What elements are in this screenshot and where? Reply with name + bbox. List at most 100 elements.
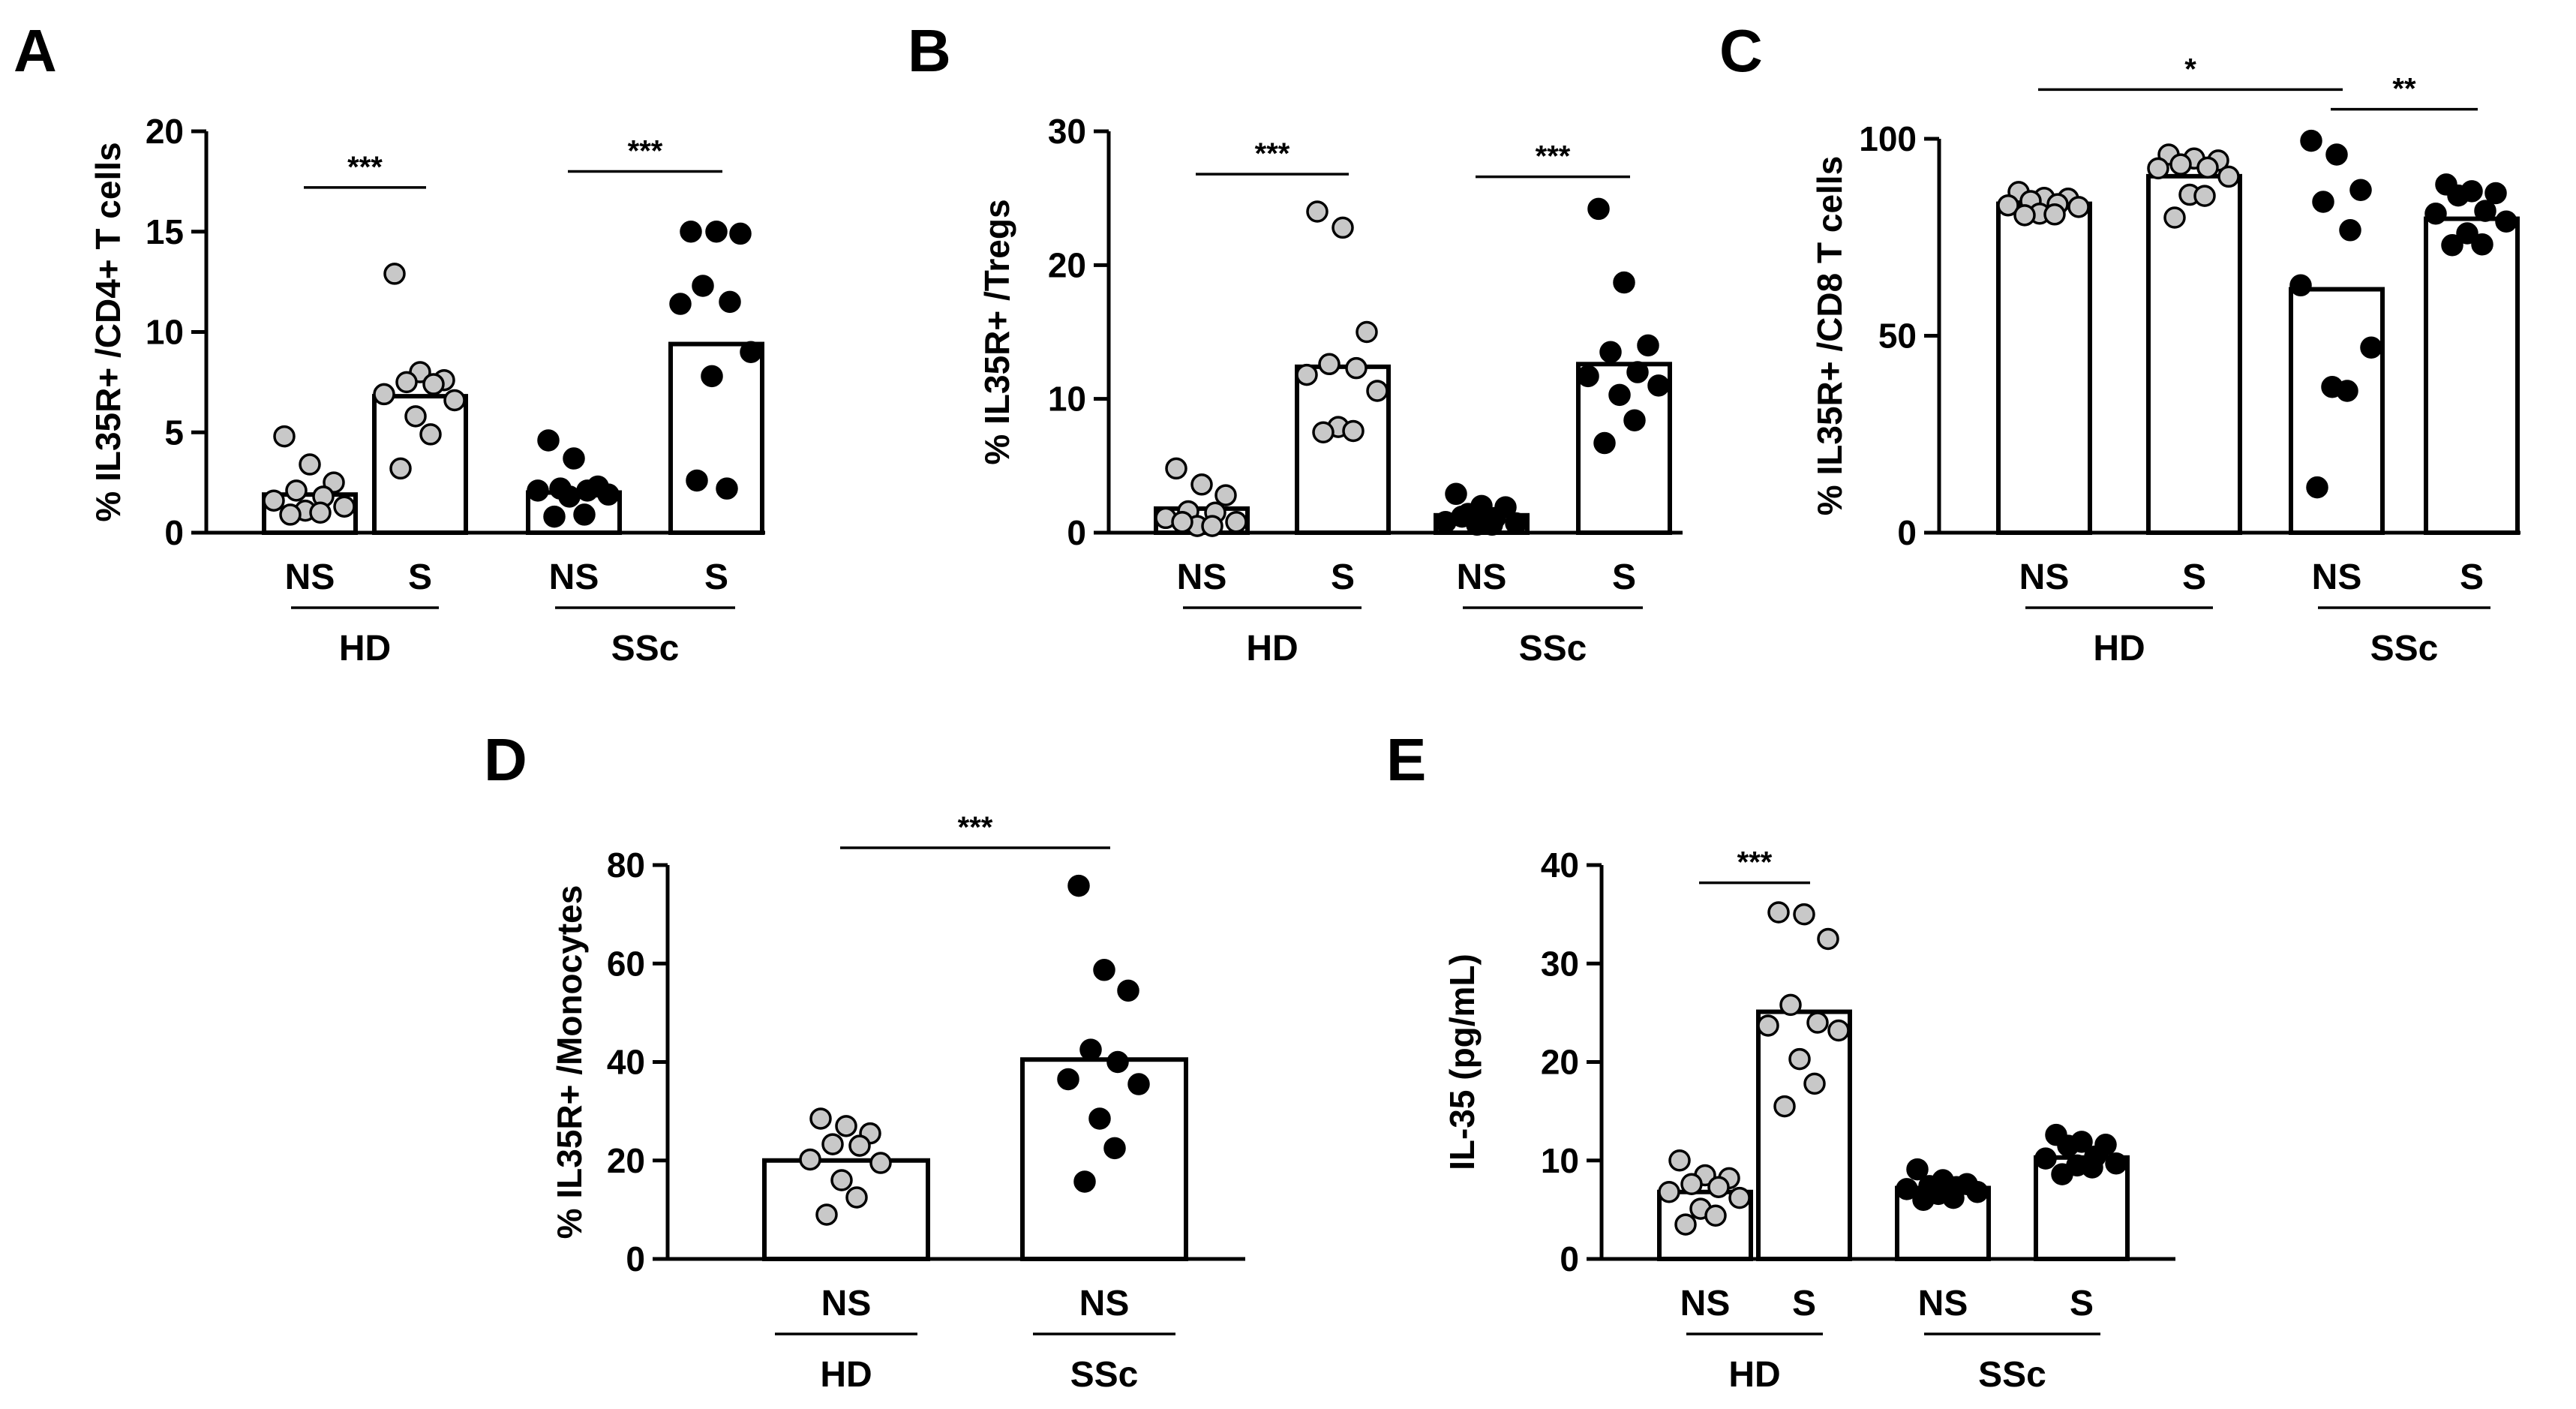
y-tick-label: 10 xyxy=(1541,1141,1579,1180)
data-point xyxy=(2300,129,2322,152)
x-tick-label: S xyxy=(1331,557,1355,597)
x-tick-label: S xyxy=(2070,1284,2094,1323)
group-label: HD xyxy=(1246,629,1298,668)
y-tick-label: 50 xyxy=(1878,317,1917,356)
x-tick-label: S xyxy=(2460,557,2484,597)
group-label: HD xyxy=(339,629,391,668)
data-point xyxy=(1505,512,1527,535)
data-point xyxy=(1067,874,1090,897)
data-point xyxy=(2196,156,2219,179)
data-point xyxy=(419,423,442,446)
data-point xyxy=(692,275,714,297)
x-tick-label: S xyxy=(1612,557,1636,597)
y-tick-label: 30 xyxy=(1541,944,1579,983)
data-point xyxy=(1296,363,1318,386)
data-point xyxy=(1827,1019,1850,1042)
data-point xyxy=(597,483,620,506)
data-point xyxy=(848,1134,871,1157)
group-label: SSc xyxy=(1519,629,1587,668)
data-point xyxy=(1896,1178,1918,1200)
data-point xyxy=(821,1133,844,1155)
data-point xyxy=(333,495,356,518)
data-point xyxy=(809,1107,832,1130)
data-point xyxy=(2289,274,2312,297)
x-tick-label: NS xyxy=(2019,557,2070,597)
data-point xyxy=(740,341,762,363)
x-tick-label: NS xyxy=(1918,1284,1968,1323)
data-point xyxy=(1201,515,1223,537)
y-tick-label: 20 xyxy=(1048,245,1086,284)
x-tick-label: S xyxy=(2182,557,2206,597)
data-point xyxy=(1906,1158,1929,1181)
x-tick-label: NS xyxy=(1079,1284,1130,1323)
x-tick-label: S xyxy=(1792,1284,1816,1323)
data-point xyxy=(705,221,728,243)
panel-letter: B xyxy=(908,17,951,84)
x-tick-label: NS xyxy=(549,557,599,597)
x-tick-label: NS xyxy=(2312,557,2362,597)
data-point xyxy=(2349,179,2372,201)
data-point xyxy=(1668,1149,1691,1172)
data-point xyxy=(1997,194,2019,217)
data-point xyxy=(383,263,406,285)
data-point xyxy=(279,503,302,526)
data-point xyxy=(1106,1050,1129,1074)
data-point xyxy=(537,429,560,452)
y-tick-label: 40 xyxy=(607,1043,645,1082)
data-point xyxy=(1342,419,1365,443)
y-tick-label: 30 xyxy=(1048,112,1086,151)
data-point xyxy=(576,479,599,502)
data-point xyxy=(2105,1152,2127,1175)
data-point xyxy=(1788,1047,1811,1071)
data-point xyxy=(719,290,741,314)
x-tick-label: NS xyxy=(1680,1284,1731,1323)
x-tick-label: S xyxy=(704,557,728,597)
y-tick-label: 40 xyxy=(1541,846,1579,885)
x-tick-label: NS xyxy=(285,557,335,597)
data-point xyxy=(669,293,692,315)
y-tick-label: 15 xyxy=(146,212,184,251)
data-point xyxy=(1803,1072,1826,1095)
significance-label: ** xyxy=(2392,73,2416,106)
data-point xyxy=(2081,1156,2103,1179)
data-point xyxy=(1587,197,1610,221)
data-point xyxy=(799,1148,821,1171)
data-point xyxy=(680,221,702,243)
y-tick-label: 10 xyxy=(1048,380,1086,419)
y-tick-label: 20 xyxy=(146,112,184,151)
significance-label: *** xyxy=(1536,140,1571,173)
bar-ssc-s xyxy=(2424,216,2520,535)
x-tick-label: NS xyxy=(1457,557,1507,597)
y-tick-label: 10 xyxy=(146,313,184,352)
data-point xyxy=(815,1203,838,1226)
data-point xyxy=(1912,1188,1935,1211)
data-point xyxy=(2034,1147,2057,1170)
data-point xyxy=(1817,927,1839,951)
y-axis-label: % IL35R+ /CD4+ T cells xyxy=(89,142,128,521)
panel-D: D 0 20 40 60 80 % IL35R+ /Monocytes NS NS HD SSc **… xyxy=(484,726,1245,1395)
significance-label: *** xyxy=(1255,137,1290,170)
data-point xyxy=(1626,361,1649,383)
data-point xyxy=(1356,320,1378,344)
y-axis-label: % IL35R+ /Tregs xyxy=(977,199,1016,464)
data-point xyxy=(1680,1173,1703,1195)
data-point xyxy=(1057,1068,1079,1091)
data-point xyxy=(443,389,466,412)
panel-letter: C xyxy=(1719,17,1763,84)
data-point xyxy=(573,503,596,526)
data-point xyxy=(1481,513,1503,536)
data-point xyxy=(1728,1186,1751,1209)
data-point xyxy=(1332,216,1354,239)
data-point xyxy=(1165,457,1187,480)
data-point xyxy=(2312,191,2334,213)
y-tick-label: 20 xyxy=(1541,1043,1579,1082)
significance-label: *** xyxy=(628,135,663,168)
data-point xyxy=(2339,219,2361,242)
data-point xyxy=(1345,356,1368,380)
data-point xyxy=(1674,1213,1697,1236)
data-point xyxy=(527,479,549,502)
data-point xyxy=(1608,383,1631,407)
group-label: SSc xyxy=(611,629,680,668)
data-point xyxy=(2495,210,2517,233)
